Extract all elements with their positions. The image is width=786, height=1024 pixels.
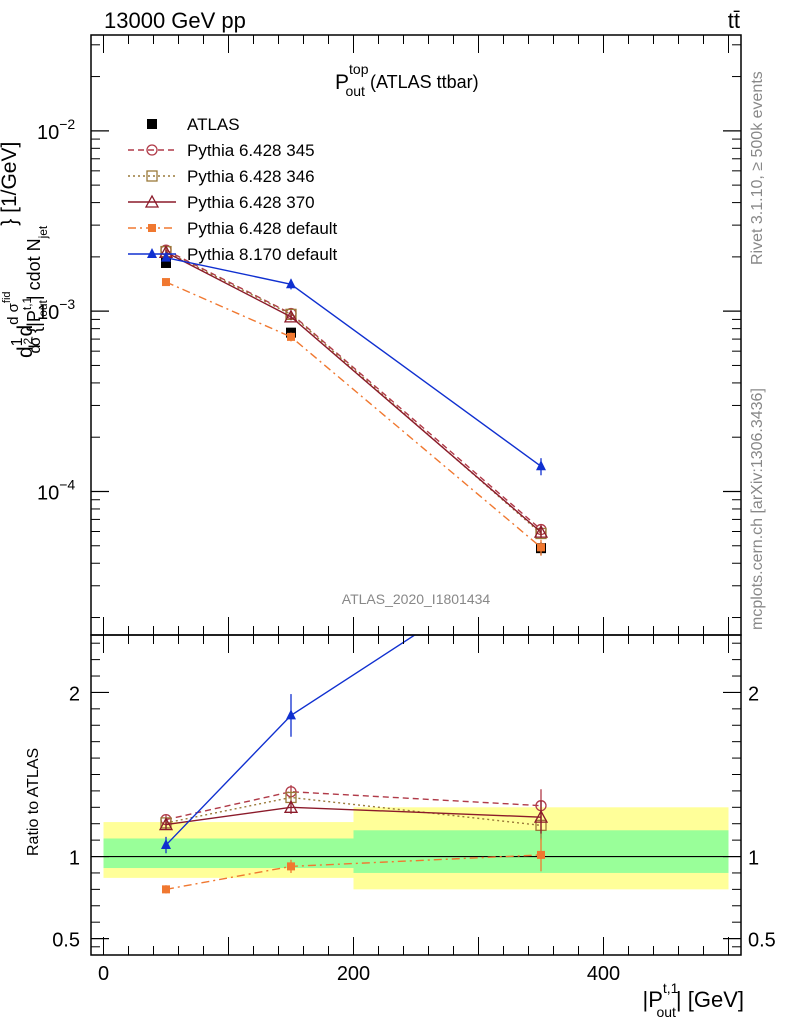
ratio-y-tick-label-right: 2 — [748, 683, 759, 705]
legend-marker — [148, 224, 156, 232]
legend-label: ATLAS — [187, 115, 240, 134]
title-rest: (ATLAS ttbar) — [365, 72, 479, 92]
ratio-y-tick-label-right: 1 — [748, 848, 759, 870]
legend-label: Pythia 6.428 346 — [187, 167, 315, 186]
ratio-y-tick-label: 2 — [69, 683, 80, 705]
main-point-pythia-6-428-default — [537, 543, 545, 552]
main-series-pythia-6-428-370 — [158, 244, 549, 538]
ratio-y-tick-label-right: 0.5 — [748, 930, 776, 952]
x-tick-label: 400 — [587, 963, 620, 985]
main-point-pythia-6-428-default — [287, 332, 295, 341]
ratio-series-pythia-8-170-default — [161, 635, 417, 854]
ratio-y-axis-label: Ratio to ATLAS — [25, 748, 42, 856]
legend-entry-pythia-8-170-default: Pythia 8.170 default — [128, 245, 338, 264]
y-tick-label: 10−3 — [37, 296, 75, 324]
x-tick-label: 200 — [337, 963, 370, 985]
ratio-panel: 0.5 0.5 1 1 2 2 0 200 400 Ratio to ATLAS |Pt,1 ou… — [25, 634, 776, 1020]
x-tick-label: 0 — [98, 963, 109, 985]
legend-marker — [147, 248, 157, 258]
main-line-pythia-8-170-default — [165, 256, 542, 467]
main-y-axis-label: d1σdd σfidd2 {|Pt,1 out| cdot Njet} [1/Ge… — [0, 142, 50, 358]
legend-label: Pythia 6.428 370 — [187, 193, 315, 212]
main-point-pythia-6-428-370 — [533, 524, 549, 538]
legend-entry-pythia-6-428-default: Pythia 6.428 default — [128, 219, 338, 238]
analysis-tag: ATLAS_2020_I1801434 — [342, 591, 491, 607]
main-panel: 10−4 10−3 10−2 Ptop out (ATLAS ttbar) d1σdd… — [0, 34, 742, 636]
main-point-atlas — [161, 257, 171, 268]
legend-marker — [146, 170, 158, 182]
main-line-pythia-6-428-346 — [165, 250, 542, 534]
ratio-point-pythia-6-428-370 — [283, 799, 299, 813]
legend-entry-atlas: ATLAS — [147, 115, 240, 134]
ratio-point-pythia-6-428-default — [287, 862, 295, 871]
ratio-x-axis-label: |Pt,1 out| [GeV] — [642, 980, 744, 1020]
title-subscript: out — [345, 83, 365, 99]
header-process-label: 13000 GeV pp — [104, 8, 246, 33]
legend-marker — [146, 144, 158, 156]
main-series-pythia-6-428-default — [162, 278, 545, 556]
ratio-point-pythia-6-428-370 — [533, 809, 549, 823]
main-point-pythia-8-170-default — [286, 278, 296, 289]
title-superscript: top — [349, 61, 369, 77]
ratio-point-pythia-6-428-default — [537, 850, 545, 859]
ratio-point-pythia-8-170-default — [286, 709, 296, 720]
main-line-pythia-6-428-default — [165, 281, 542, 548]
main-series-pythia-8-170-default — [161, 251, 546, 476]
main-line-pythia-6-428-370 — [165, 251, 542, 533]
main-point-pythia-8-170-default — [161, 251, 171, 262]
legend-marker — [144, 194, 160, 208]
ratio-line-pythia-6-428-345 — [165, 791, 542, 821]
main-point-pythia-6-428-370 — [283, 309, 299, 323]
main-series-pythia-6-428-346 — [160, 245, 547, 540]
mcplots-reference-label: mcplots.cern.ch [arXiv:1306.3436] — [749, 388, 766, 630]
legend-label: Pythia 8.170 default — [187, 245, 338, 264]
title-symbol: P — [335, 71, 349, 94]
legend-entry-pythia-6-428-346: Pythia 6.428 346 — [128, 167, 315, 186]
header-final-state-label: tt̄ — [728, 8, 740, 33]
ylabel-fraction-numerator: 1 — [9, 337, 26, 346]
ratio-point-pythia-6-428-default — [162, 885, 170, 894]
legend-entry-pythia-6-428-345: Pythia 6.428 345 — [128, 141, 315, 160]
legend-label: Pythia 6.428 default — [187, 219, 338, 238]
y-tick-label: 10−2 — [37, 116, 75, 144]
main-point-pythia-8-170-default — [536, 460, 546, 471]
ratio-point-pythia-8-170-default — [161, 839, 171, 850]
ratio-point-pythia-6-428-370 — [158, 817, 174, 831]
legend-entry-pythia-6-428-370: Pythia 6.428 370 — [128, 193, 315, 212]
main-point-pythia-6-428-default — [162, 278, 170, 287]
main-title: Ptop out (ATLAS ttbar) — [335, 61, 479, 99]
legend: ATLAS Pythia 6.428 345 Pythia 6.428 346 Pyt… — [128, 115, 338, 264]
ratio-y-tick-label: 0.5 — [52, 930, 80, 952]
main-series-atlas — [161, 257, 546, 555]
ratio-line-pythia-6-428-346 — [165, 796, 542, 827]
legend-label: Pythia 6.428 345 — [187, 141, 315, 160]
y-tick-label: 10−4 — [37, 476, 75, 504]
ratio-plot-frame — [90, 634, 742, 956]
ratio-series-pythia-6-428-370 — [158, 799, 549, 834]
ratio-series-pythia-6-428-default — [162, 838, 545, 894]
ylabel-fraction-denominator: σ — [27, 336, 44, 346]
legend-marker — [147, 119, 157, 129]
ratio-y-tick-label: 1 — [69, 848, 80, 870]
ylabel-cross-section: d σ — [5, 302, 22, 325]
rivet-version-label: Rivet 3.1.10, ≥ 500k events — [749, 71, 766, 265]
